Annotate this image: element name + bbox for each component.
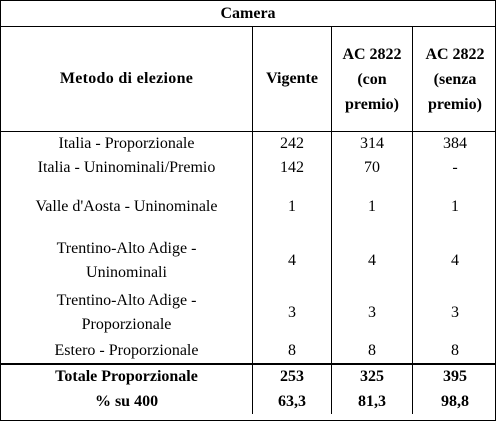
cell-ac-con: 8	[331, 338, 413, 364]
total-ac-con: 81,3	[331, 389, 413, 414]
cell-ac-con: 1	[331, 180, 413, 234]
cell-ac-senza: 8	[451, 341, 459, 359]
cell-vigente: 242	[252, 131, 332, 156]
cell-ac-senza: 384	[443, 135, 467, 152]
cell-vigente: 142	[252, 156, 332, 180]
cell-vigente: 8	[252, 338, 332, 364]
header-method: Metodo di elezione	[1, 27, 253, 132]
header-row: Metodo di elezione Vigente AC 2822 (con …	[1, 27, 496, 132]
cell-ac-senza: 3	[451, 304, 459, 321]
seat-table: Metodo di elezione Vigente AC 2822 (con …	[1, 27, 496, 414]
row-label-line: Valle d'Aosta - Uninominale	[35, 198, 218, 215]
table-row: Italia - Proporzionale 242 314 384	[1, 131, 496, 156]
header-ac-senza-premio: AC 2822 (senza premio)	[412, 27, 496, 132]
total-row: % su 400 63,3 81,3 98,8	[1, 389, 496, 414]
cell-vigente: 1	[252, 180, 332, 234]
cell-ac-senza: -	[452, 159, 458, 176]
table-row: Trentino-Alto Adige - Proporzionale 3 3 3	[1, 288, 496, 338]
cell-ac-senza: 1	[451, 198, 459, 215]
cell-vigente: 4	[252, 234, 332, 288]
total-label: Totale Proporzionale	[1, 363, 253, 389]
table-row: Italia - Uninominali/Premio 142 70 -	[1, 156, 496, 180]
row-label: Trentino-Alto Adige - Uninominali	[1, 234, 253, 288]
cell-ac-senza: 4	[451, 252, 459, 269]
row-label-line: Trentino-Alto Adige -	[56, 240, 197, 257]
total-label: % su 400	[1, 389, 253, 414]
table-row: Estero - Proporzionale 8 8 8	[1, 338, 496, 364]
total-ac-con: 325	[331, 363, 413, 389]
row-label-line: Uninominali	[86, 264, 167, 281]
header-ac-con-line3: premio)	[345, 95, 399, 113]
table-title: Camera	[1, 1, 495, 27]
row-label: Trentino-Alto Adige - Proporzionale	[1, 288, 253, 338]
row-label-line: Italia - Proporzionale	[58, 135, 195, 152]
header-vigente: Vigente	[252, 27, 332, 132]
total-ac-senza: 395	[412, 363, 496, 389]
cell-ac-con: 70	[331, 156, 413, 180]
table-row: Trentino-Alto Adige - Uninominali 4 4 4	[1, 234, 496, 288]
header-ac-con-line1: AC 2822	[342, 45, 402, 63]
table-row: Valle d'Aosta - Uninominale 1 1 1	[1, 180, 496, 234]
header-ac-senza-line3: premio)	[428, 95, 482, 113]
total-row: Totale Proporzionale 253 325 395	[1, 363, 496, 389]
total-vigente: 63,3	[252, 389, 332, 414]
row-label: Italia - Proporzionale	[1, 131, 253, 156]
cell-ac-con: 3	[331, 288, 413, 338]
header-ac-senza-line2: (senza	[433, 70, 477, 88]
cell-vigente: 3	[252, 288, 332, 338]
header-ac-con-premio: AC 2822 (con premio)	[331, 27, 413, 132]
row-label-line: Proporzionale	[81, 316, 172, 333]
total-ac-senza: 98,8	[441, 392, 469, 410]
row-label-line: Italia - Uninominali/Premio	[37, 159, 216, 176]
row-label: Valle d'Aosta - Uninominale	[1, 180, 253, 234]
cell-ac-con: 314	[331, 131, 413, 156]
header-ac-senza-line1: AC 2822	[425, 45, 485, 63]
cell-ac-con: 4	[331, 234, 413, 288]
header-ac-con-line2: (con	[357, 70, 387, 88]
row-label-line: Estero - Proporzionale	[54, 341, 199, 359]
total-vigente: 253	[252, 363, 332, 389]
row-label: Estero - Proporzionale	[1, 338, 253, 364]
row-label: Italia - Uninominali/Premio	[1, 156, 253, 180]
row-label-line: Trentino-Alto Adige -	[56, 292, 197, 309]
